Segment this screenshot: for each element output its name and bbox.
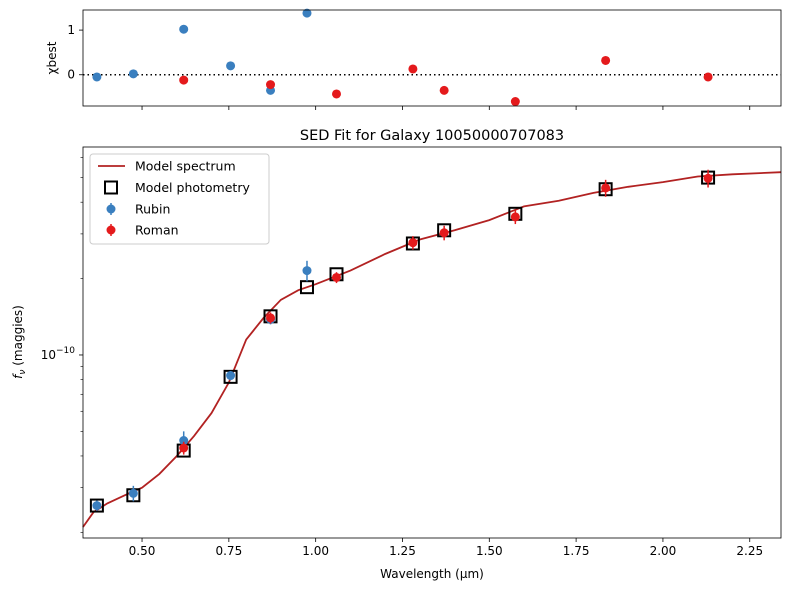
residual-x-ticks (141, 106, 751, 110)
residual-y-tick-label: 0 (67, 68, 75, 82)
y-axis-label: fν (maggies) (11, 305, 28, 379)
x-tick-label: 1.25 (389, 544, 416, 558)
legend-swatch-roman (106, 225, 116, 235)
residual-point-roman (601, 55, 611, 65)
legend-swatch-model-photometry (104, 180, 118, 195)
photometry-point-roman (179, 443, 189, 453)
x-tick-label: 1.00 (302, 544, 329, 558)
residual-point-roman (408, 64, 418, 74)
x-tick-label: 1.50 (476, 544, 503, 558)
sed-plot-area (82, 169, 782, 528)
legend-label-model-spectrum: Model spectrum (135, 159, 236, 174)
photometry-point-roman (510, 212, 520, 222)
y-axis-label-subscript: ν (18, 370, 28, 375)
residual-point-rubin (92, 72, 102, 82)
sed-marks (89, 169, 716, 513)
photometry-point-roman (266, 313, 276, 323)
residual-point-roman (703, 72, 713, 82)
sed-panel-frame (82, 146, 782, 539)
photometry-point-roman (332, 272, 342, 282)
x-tick-label: 2.00 (650, 544, 677, 558)
photometry-point-rubin (179, 436, 189, 446)
residual-point-rubin (179, 24, 189, 34)
residual-point-rubin (226, 61, 236, 71)
residual-panel-frame (82, 9, 782, 107)
residual-point-roman (179, 75, 189, 85)
legend-box (89, 153, 270, 245)
photometry-point-rubin (302, 266, 312, 276)
x-tick-label: 2.25 (736, 544, 763, 558)
y-tick-label: 10−10 (41, 346, 76, 362)
residual-y-ticks: 01 (67, 23, 83, 82)
sed-panel: SED Fit for Galaxy 10050000707083 0.50 0.… (11, 128, 782, 581)
residual-y-axis-label: χbest (45, 41, 59, 74)
sed-y-ticks: 10−10 (41, 157, 83, 533)
legend-label-model-photometry: Model photometry (135, 180, 250, 195)
x-axis-label: Wavelength (μm) (380, 567, 484, 581)
sed-x-ticks: 0.50 0.75 1.00 1.25 1.50 1.75 2.00 2.25 (129, 538, 763, 558)
legend: Model spectrum Model photometry Rubin Ro… (89, 153, 270, 245)
x-tick-label: 1.75 (563, 544, 590, 558)
x-tick-label: 0.50 (129, 544, 156, 558)
legend-label-roman: Roman (135, 223, 179, 238)
residual-point-roman (510, 97, 520, 107)
photometry-point-roman (601, 183, 611, 193)
residual-y-tick-label: 1 (67, 23, 75, 37)
legend-label-rubin: Rubin (135, 202, 170, 217)
photometry-point-rubin (92, 501, 102, 511)
model-photometry-point (223, 369, 238, 384)
residual-marks (83, 8, 781, 107)
chart-title: SED Fit for Galaxy 10050000707083 (300, 128, 564, 144)
residual-point-rubin (128, 69, 138, 79)
photometry-point-roman (439, 228, 449, 238)
photometry-point-rubin (128, 488, 138, 498)
photometry-point-rubin (226, 371, 236, 381)
photometry-point-roman (408, 238, 418, 248)
legend-swatch-rubin (106, 204, 116, 214)
y-tick-label-exponent: −10 (56, 346, 75, 356)
model-photometry-point (89, 498, 104, 513)
x-tick-label: 0.75 (215, 544, 242, 558)
residual-point-roman (332, 89, 342, 99)
residual-point-roman (439, 85, 449, 95)
y-axis-label-main: f (11, 373, 25, 379)
residual-point-roman (266, 80, 276, 90)
photometry-point-roman (703, 173, 713, 183)
residual-point-rubin (302, 8, 312, 18)
residual-panel: 01 χbest (45, 8, 782, 110)
y-axis-label-unit: (maggies) (11, 305, 25, 369)
y-tick-label-base: 10 (41, 348, 56, 362)
